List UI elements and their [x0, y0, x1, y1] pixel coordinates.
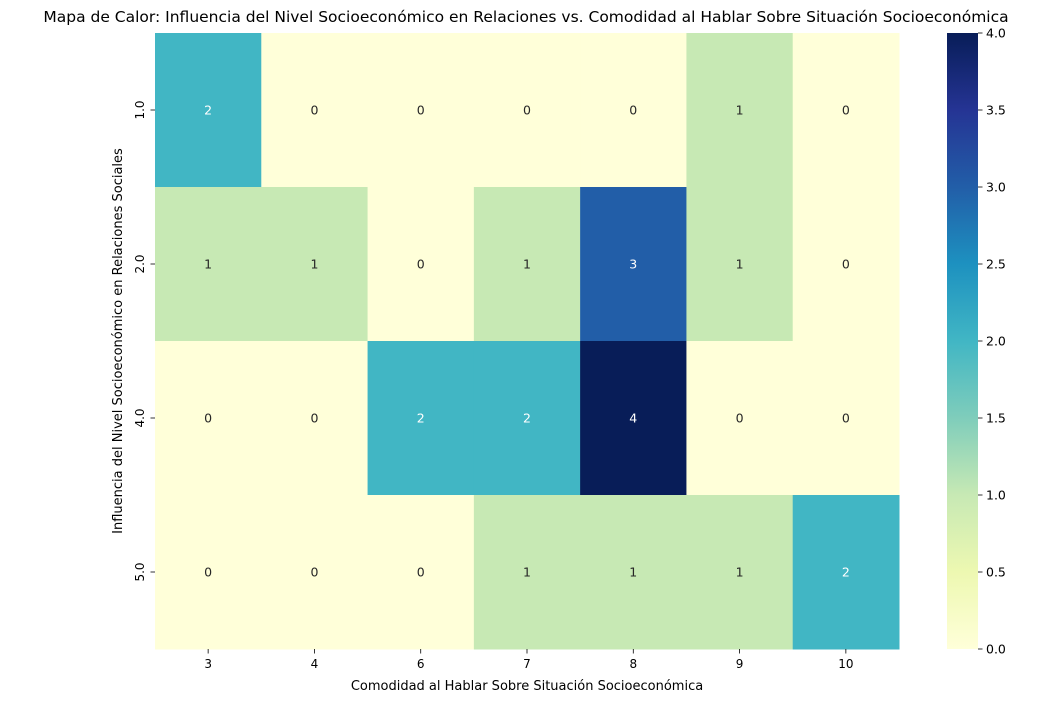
- heatmap-cell-label: 2: [204, 103, 212, 118]
- heatmap-cell: [473, 187, 581, 342]
- y-tick-label: 1.0: [133, 100, 147, 119]
- heatmap-cell: [473, 495, 581, 650]
- x-tick-label: 4: [311, 657, 319, 671]
- heatmap-cell-label: 0: [310, 103, 318, 118]
- heatmap-cell: [155, 495, 262, 650]
- colorbar-tick-label: 3.5: [986, 103, 1006, 118]
- heatmap-cell: [792, 33, 900, 188]
- heatmap-cell: [580, 495, 687, 650]
- heatmap-cell-label: 0: [204, 565, 212, 580]
- x-axis-ticks: 3 4 6 7 8 9 10: [204, 649, 853, 671]
- heatmap-cell-label: 0: [417, 257, 425, 272]
- heatmap-cell-label: 1: [204, 257, 212, 272]
- heatmap-cell: [155, 33, 262, 188]
- heatmap-cell: [686, 187, 794, 342]
- y-tick-label: 2.0: [133, 254, 147, 273]
- heatmap-cell-label: 1: [523, 565, 531, 580]
- heatmap-cell: [261, 495, 369, 650]
- colorbar-tick-label: 3.0: [986, 180, 1006, 195]
- heatmap-cell: [367, 495, 475, 650]
- heatmap-cell: [367, 187, 475, 342]
- heatmap-cell: [580, 341, 687, 496]
- heatmap-cell-label: 0: [417, 103, 425, 118]
- x-tick-label: 8: [629, 657, 637, 671]
- heatmap-cell-label: 1: [736, 103, 744, 118]
- heatmap-cell-label: 0: [523, 103, 531, 118]
- colorbar-tick-label: 0.5: [986, 565, 1006, 580]
- heatmap-cell: [792, 341, 900, 496]
- heatmap-cell-label: 1: [736, 565, 744, 580]
- heatmap-cell-label: 0: [842, 257, 850, 272]
- y-axis-ticks: 1.0 2.0 4.0 5.0: [133, 100, 155, 582]
- colorbar-tick-label: 2.0: [986, 334, 1006, 349]
- heatmap-cell-label: 0: [842, 103, 850, 118]
- heatmap-cell-label: 0: [310, 565, 318, 580]
- heatmap-cell-label: 2: [523, 411, 531, 426]
- colorbar-tick-label: 1.0: [986, 488, 1006, 503]
- heatmap-cell-label: 3: [629, 257, 637, 272]
- heatmap-cell: [261, 187, 369, 342]
- colorbar-gradient: [947, 33, 978, 649]
- heatmap-cell: [261, 33, 369, 188]
- heatmap-cell-label: 0: [204, 411, 212, 426]
- colorbar: 0.0 0.5 1.0 1.5 2.0 2.5 3.0 3.5 4.0: [947, 26, 1006, 657]
- heatmap-cell: [580, 187, 687, 342]
- heatmap-cell: [580, 33, 687, 188]
- y-axis-label: Influencia del Nivel Socioeconómico en R…: [111, 148, 126, 534]
- heatmap-cell: [367, 341, 475, 496]
- heatmap-cell-label: 0: [310, 411, 318, 426]
- y-tick-label: 4.0: [133, 408, 147, 427]
- y-tick-label: 5.0: [133, 562, 147, 581]
- x-tick-label: 6: [417, 657, 425, 671]
- heatmap-cell: [686, 341, 794, 496]
- heatmap-cell: [792, 495, 900, 650]
- heatmap-cell: [155, 187, 262, 342]
- heatmap-cell-labels: 2 0 0 0 0 1 0 1 1 0 1 3 1 0 0 0 2 2 4 0 0 0 0 0 1 1 1 2: [204, 103, 850, 580]
- x-tick-label: 10: [838, 657, 853, 671]
- heatmap-cell-label: 4: [629, 411, 637, 426]
- heatmap-cell-label: 1: [736, 257, 744, 272]
- heatmap-cell-label: 0: [736, 411, 744, 426]
- chart-title: Mapa de Calor: Influencia del Nivel Soci…: [43, 8, 1008, 26]
- colorbar-tick-label: 0.0: [986, 642, 1006, 657]
- heatmap-cell-label: 1: [310, 257, 318, 272]
- heatmap-cell: [261, 341, 369, 496]
- heatmap-cell-label: 0: [842, 411, 850, 426]
- heatmap-cells: [155, 33, 900, 650]
- x-axis-label: Comodidad al Hablar Sobre Situación Soci…: [351, 679, 703, 694]
- heatmap-cell-label: 0: [629, 103, 637, 118]
- heatmap-cell: [686, 33, 794, 188]
- colorbar-tick-label: 4.0: [986, 26, 1006, 41]
- x-tick-label: 3: [204, 657, 212, 671]
- colorbar-tick-label: 1.5: [986, 411, 1006, 426]
- x-tick-label: 7: [523, 657, 531, 671]
- colorbar-ticks: 0.0 0.5 1.0 1.5 2.0 2.5 3.0 3.5 4.0: [978, 26, 1006, 657]
- heatmap-cell-label: 2: [417, 411, 425, 426]
- heatmap-cell: [686, 495, 794, 650]
- heatmap-cell-label: 2: [842, 565, 850, 580]
- heatmap-cell: [473, 341, 581, 496]
- heatmap-cell: [473, 33, 581, 188]
- heatmap-cell-label: 0: [417, 565, 425, 580]
- x-tick-label: 9: [736, 657, 744, 671]
- heatmap-cell-label: 1: [629, 565, 637, 580]
- heatmap-cell: [367, 33, 475, 188]
- heatmap-cell-label: 1: [523, 257, 531, 272]
- heatmap-cell: [155, 341, 262, 496]
- heatmap-cell: [792, 187, 900, 342]
- colorbar-tick-label: 2.5: [986, 257, 1006, 272]
